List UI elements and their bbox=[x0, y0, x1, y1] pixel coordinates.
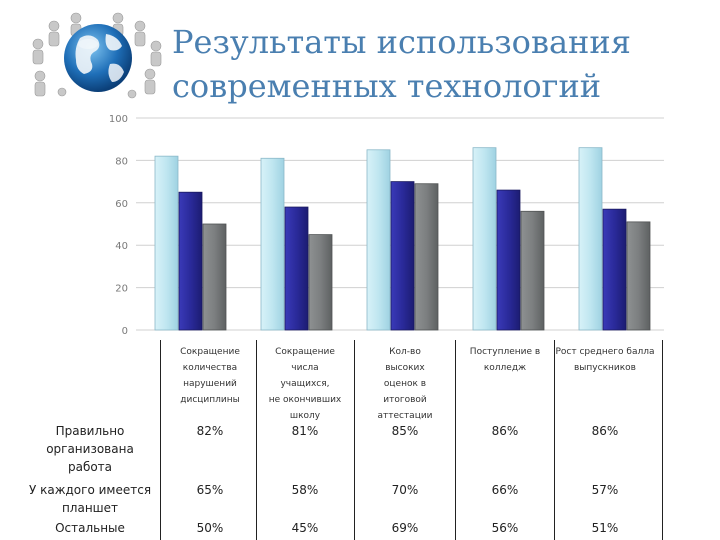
bar-series3-cat2 bbox=[308, 234, 333, 331]
slide-title: Результаты использования современных тех… bbox=[172, 20, 712, 108]
bar-series2-cat3 bbox=[390, 181, 415, 331]
category-header-line: не окончивших bbox=[268, 395, 342, 405]
bar-series1-cat4 bbox=[472, 147, 497, 331]
bar-series3-cat4 bbox=[520, 210, 545, 331]
value-cell: 66% bbox=[491, 483, 519, 497]
category-header-line: школу bbox=[289, 411, 321, 421]
value-cell: 86% bbox=[491, 424, 519, 438]
category-header-line: итоговой bbox=[383, 395, 427, 405]
value-cell: 65% bbox=[196, 483, 224, 497]
category-header-line: нарушений bbox=[183, 379, 237, 389]
value-cell: 56% bbox=[491, 521, 519, 535]
bar-series3-cat5 bbox=[626, 221, 651, 331]
bar-series1-cat3 bbox=[366, 149, 391, 331]
y-tick-label: 100 bbox=[109, 114, 128, 125]
bar-series3-cat1 bbox=[202, 223, 227, 331]
category-header-line: Рост среднего балла bbox=[555, 347, 655, 357]
category-header-1: Сокращение количества нарушений дисциплины bbox=[160, 344, 260, 408]
category-header-line: аттестации bbox=[377, 411, 433, 421]
globe-people-logo bbox=[32, 12, 162, 99]
row-label-line: работа bbox=[67, 460, 113, 474]
value-cell: 51% bbox=[591, 521, 619, 535]
y-tick-label: 20 bbox=[115, 284, 128, 295]
value-cell: 57% bbox=[591, 483, 619, 497]
value-cell: 69% bbox=[391, 521, 419, 535]
category-header-line: оценок в bbox=[383, 379, 427, 389]
y-tick-label: 40 bbox=[115, 241, 128, 252]
y-axis-ticks: 0 20 40 60 80 100 bbox=[109, 114, 128, 337]
bar-series2-cat1 bbox=[178, 191, 203, 331]
row-label-line: Правильно bbox=[55, 424, 125, 438]
value-cell: 81% bbox=[291, 424, 319, 438]
bars bbox=[154, 147, 651, 331]
category-header-line: учащихся, bbox=[280, 379, 330, 389]
value-cell: 58% bbox=[291, 483, 319, 497]
row-label-3: Остальные bbox=[20, 519, 160, 537]
table-divider bbox=[160, 340, 161, 540]
title-line-2: современных технологий bbox=[172, 67, 602, 105]
row-label-2: У каждого имеется планшет bbox=[20, 481, 160, 517]
category-header-line: Кол-во bbox=[389, 347, 421, 357]
value-cell: 45% bbox=[291, 521, 319, 535]
bar-series2-cat5 bbox=[602, 208, 627, 331]
row-label-line: У каждого имеется bbox=[28, 483, 152, 497]
value-cell: 85% bbox=[391, 424, 419, 438]
category-header-4: Поступление в колледж bbox=[455, 344, 555, 376]
category-header-line: дисциплины bbox=[180, 395, 240, 405]
table-divider bbox=[354, 340, 355, 540]
row-label-1: Правильно организована работа bbox=[20, 422, 160, 476]
category-header-2: Сокращение числа учащихся, не окончивших шко… bbox=[255, 344, 355, 424]
category-header-line: числа bbox=[291, 363, 319, 373]
category-header-line: высоких bbox=[385, 363, 425, 373]
y-tick-label: 80 bbox=[115, 156, 128, 167]
category-header-line: Сокращение bbox=[275, 347, 335, 357]
row-label-line: планшет bbox=[61, 501, 119, 515]
row-label-line: Остальные bbox=[55, 521, 125, 535]
y-tick-label: 60 bbox=[115, 199, 128, 210]
value-cell: 50% bbox=[196, 521, 224, 535]
bar-series1-cat5 bbox=[578, 147, 603, 331]
category-header-line: колледж bbox=[483, 363, 527, 373]
category-header-line: выпускников bbox=[574, 363, 636, 373]
bar-series1-cat2 bbox=[260, 157, 285, 331]
y-tick-label: 0 bbox=[122, 326, 128, 337]
table-divider bbox=[554, 340, 555, 540]
category-header-5: Рост среднего балла выпускников bbox=[555, 344, 655, 376]
bar-series2-cat2 bbox=[284, 206, 309, 331]
category-header-3: Кол-во высоких оценок в итоговой аттестации bbox=[355, 344, 455, 424]
row-label-line: организована bbox=[46, 442, 134, 456]
value-cell: 86% bbox=[591, 424, 619, 438]
title-line-1: Результаты использования bbox=[172, 23, 631, 61]
value-cell: 70% bbox=[391, 483, 419, 497]
table-divider bbox=[662, 340, 663, 540]
category-header-line: Сокращение bbox=[180, 347, 240, 357]
category-header-line: Поступление в bbox=[469, 347, 541, 357]
bar-series2-cat4 bbox=[496, 189, 521, 331]
table-divider bbox=[256, 340, 257, 540]
category-header-line: количества bbox=[182, 363, 238, 373]
value-cell: 82% bbox=[196, 424, 224, 438]
data-table: Сокращение количества нарушений дисциплины С… bbox=[0, 340, 720, 540]
bar-series1-cat1 bbox=[154, 155, 179, 331]
table-divider bbox=[455, 340, 456, 540]
bar-series3-cat3 bbox=[414, 183, 439, 331]
